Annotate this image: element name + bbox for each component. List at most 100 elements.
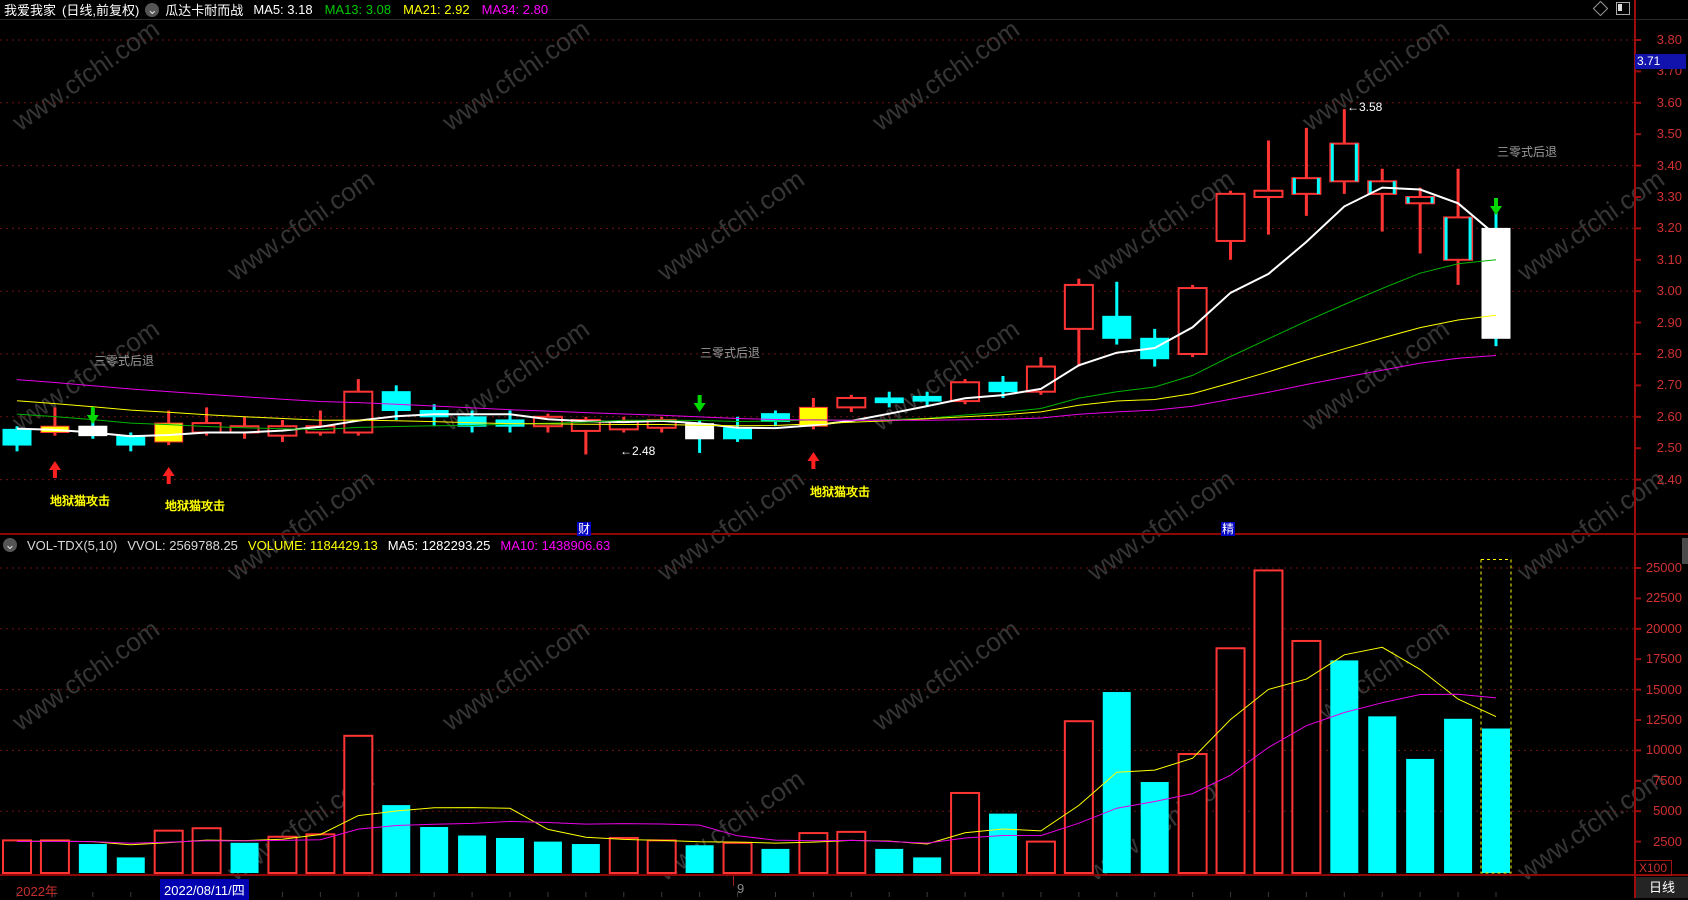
price-ma5-line	[16, 186, 1497, 438]
candle-body-up[interactable]	[950, 381, 981, 403]
volume-bar-up[interactable]	[153, 829, 184, 875]
volume-bar-down[interactable]	[989, 813, 1017, 873]
volume-bar-up[interactable]	[1177, 753, 1208, 874]
volume-bar-up[interactable]	[722, 841, 753, 874]
candle-body-signal[interactable]	[154, 422, 184, 443]
volume-axis-label: 12500	[1645, 712, 1682, 727]
pane-separator[interactable]	[0, 533, 1688, 535]
volume-bar-up[interactable]	[798, 832, 829, 875]
volume-bar-down[interactable]	[382, 805, 411, 873]
volume-axis-label: 22500	[1645, 590, 1682, 605]
volume-bar-up[interactable]	[836, 830, 867, 875]
month-label: 9	[737, 881, 745, 896]
volume-bar-down[interactable]	[875, 848, 904, 873]
candle-body-up[interactable]	[343, 390, 374, 434]
event-badge[interactable]: 财	[577, 522, 592, 536]
volume-bar-down[interactable]	[78, 844, 107, 873]
buy-signal-arrow-icon	[162, 467, 175, 484]
candle-body-up[interactable]	[1405, 196, 1436, 205]
volume-bar-down[interactable]	[685, 845, 714, 873]
volume-bar-up[interactable]	[2, 839, 32, 874]
buy-signal-arrow-icon	[807, 452, 820, 469]
volume-cursor-projection-box[interactable]	[1480, 558, 1512, 874]
price-axis-label: 3.60	[1656, 95, 1682, 110]
volume-bar-down[interactable]	[230, 842, 259, 873]
candle-body-up[interactable]	[1215, 192, 1246, 242]
chevron-down-circle-icon[interactable]: ⌄	[145, 1, 160, 17]
volume-bar-down[interactable]	[496, 837, 524, 873]
volume-header-segment: VOLUME: 1184429.13	[247, 537, 378, 553]
volume-bar-down[interactable]	[571, 844, 600, 873]
event-badge[interactable]: 精	[1221, 522, 1236, 536]
candle-body-down[interactable]	[912, 395, 942, 402]
sell-signal-arrow-icon	[1490, 198, 1502, 215]
volume-bar-up[interactable]	[267, 835, 298, 875]
candle-body-down[interactable]	[381, 391, 411, 412]
candle-body-up[interactable]	[1177, 287, 1208, 355]
volume-bar-down[interactable]	[1102, 692, 1131, 873]
selected-date-box[interactable]: 2022/08/11/四	[160, 879, 249, 900]
volume-bar-down[interactable]	[1482, 728, 1510, 873]
year-label: 2022年	[16, 884, 58, 899]
candle-body-down[interactable]	[988, 381, 1018, 393]
volume-axis-label: 17500	[1645, 651, 1682, 666]
volume-bar-up[interactable]	[39, 839, 70, 874]
price-ma21-line	[16, 314, 1497, 427]
volume-bar-up[interactable]	[1063, 720, 1094, 874]
ma-legend-item: MA34: 2.80	[481, 2, 549, 17]
ma-legend: MA5: 3.18 MA13: 3.08 MA21: 2.92 MA34: 2.80	[253, 2, 548, 17]
volume-bar-down[interactable]	[1368, 716, 1397, 873]
volume-bar-up[interactable]	[343, 734, 374, 874]
volume-bar-down[interactable]	[458, 835, 487, 873]
attack-signal-label: 地狱猫攻击	[165, 499, 226, 513]
price-callout-label: ←2.48	[620, 444, 656, 458]
volume-bar-up[interactable]	[608, 836, 639, 875]
volume-bar-up[interactable]	[1025, 840, 1056, 874]
pane-scrollbar-thumb[interactable]	[1682, 538, 1688, 564]
volume-bar-down[interactable]	[1140, 782, 1169, 873]
volume-bar-down[interactable]	[1406, 758, 1435, 873]
volume-bar-up[interactable]	[1215, 647, 1246, 874]
volume-bar-down[interactable]	[533, 841, 562, 873]
title-bar: 我爱我家 (日线,前复权) ⌄ 瓜达卡耐而战 MA5: 3.18 MA13: 3.…	[0, 0, 1688, 20]
candle-body-up[interactable]	[1291, 177, 1322, 195]
candle-body-up[interactable]	[1253, 189, 1284, 199]
volume-bar-up[interactable]	[1253, 569, 1284, 874]
volume-bar-down[interactable]	[761, 848, 790, 873]
volume-bar-down[interactable]	[913, 857, 942, 873]
sell-signal-arrow-icon	[86, 407, 99, 424]
volume-header-segment: VVOL: 2569788.25	[127, 537, 238, 553]
volume-bar-up[interactable]	[191, 827, 222, 874]
bottom-axis: 2022年 2022/08/11/四 9	[0, 876, 1688, 900]
period-label[interactable]: 日线	[1636, 877, 1688, 898]
split-window-icon[interactable]	[1616, 2, 1630, 15]
retreat-signal-label: 三零式后退	[700, 346, 761, 360]
volume-bar-up[interactable]	[1291, 639, 1322, 875]
candle-body-up[interactable]	[532, 415, 563, 428]
volume-axis-label: 25000	[1645, 560, 1682, 575]
candle-body-up[interactable]	[1025, 365, 1056, 393]
diamond-icon[interactable]	[1592, 0, 1609, 17]
volume-bar-down[interactable]	[1444, 718, 1473, 873]
volume-bar-down[interactable]	[1330, 660, 1359, 873]
candle-body-up[interactable]	[836, 396, 867, 409]
volume-bar-up[interactable]	[305, 833, 336, 875]
candle-body-up[interactable]	[1063, 283, 1094, 330]
candle-body-up[interactable]	[1443, 216, 1474, 261]
volume-bar-down[interactable]	[116, 857, 145, 873]
price-axis-label: 2.80	[1656, 346, 1682, 361]
strategy-name: 瓜达卡耐而战	[165, 3, 244, 18]
price-ma34-line	[16, 355, 1497, 421]
candle-body-down[interactable]	[874, 397, 904, 404]
volume-bar-down[interactable]	[420, 827, 449, 873]
candle-body-down[interactable]	[1102, 315, 1132, 339]
price-axis-label: 2.40	[1656, 472, 1682, 487]
candle-body-down[interactable]	[457, 416, 487, 427]
candle-body-highlight[interactable]	[1481, 227, 1511, 339]
ma-legend-item: MA21: 2.92	[403, 2, 470, 17]
candle-body-up[interactable]	[1329, 142, 1360, 183]
candle-body-up[interactable]	[570, 418, 601, 432]
chevron-down-circle-icon[interactable]: ⌄	[3, 537, 17, 552]
